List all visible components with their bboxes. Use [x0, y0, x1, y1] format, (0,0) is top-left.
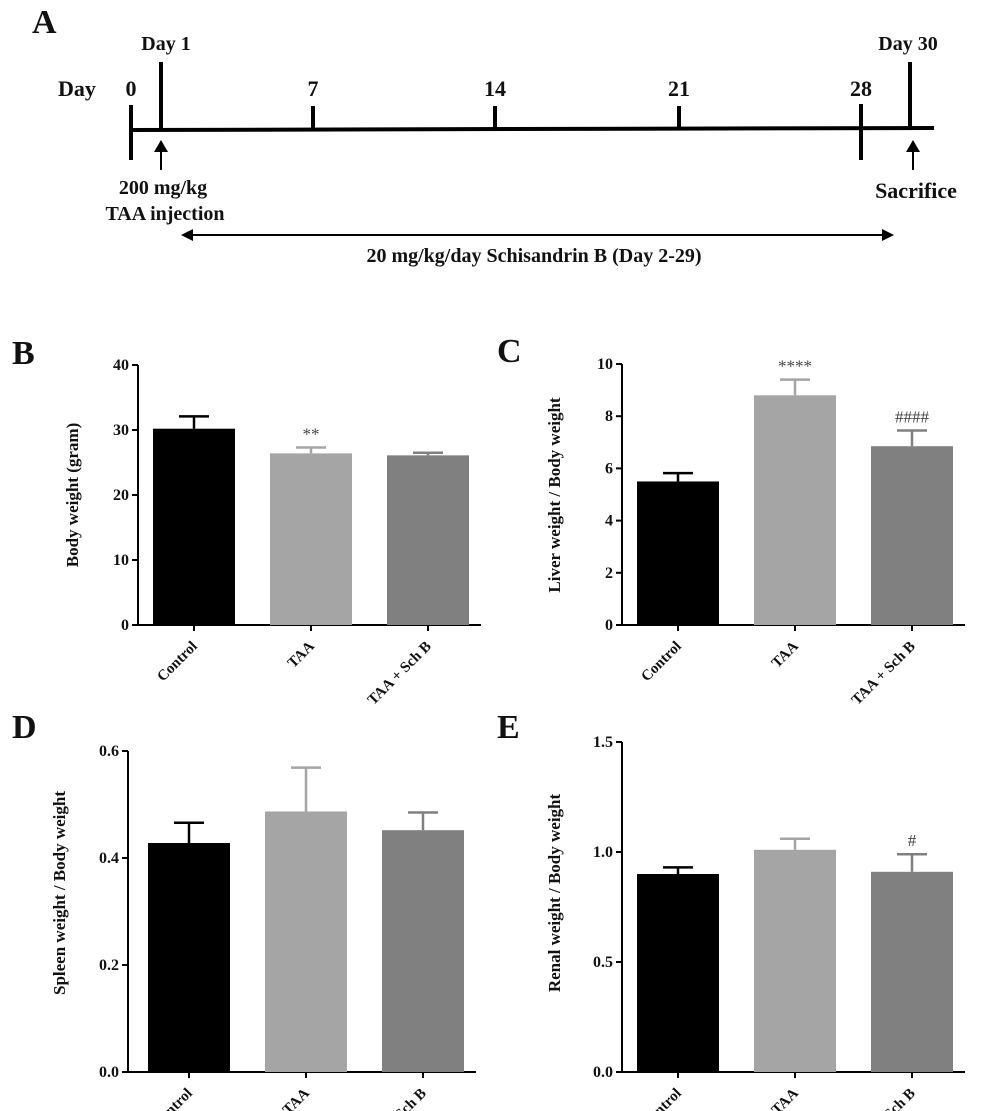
day-label: Day	[58, 76, 96, 101]
x-category-label: TAA	[769, 1085, 802, 1111]
x-category-label: TAA	[280, 1085, 313, 1111]
day-1-label: Day 1	[141, 33, 190, 55]
sacrifice-label: Sacrifice	[875, 178, 957, 203]
timeline-axis	[129, 126, 935, 132]
treatment-arrowhead-left	[181, 229, 193, 241]
x-category-label: TAA + Sch B	[849, 639, 919, 709]
x-category-label: TAA + Sch B	[365, 639, 435, 709]
panel-letter-b: B	[12, 335, 35, 372]
y-tick-label: 20	[113, 487, 129, 504]
day-tick-label: 7	[308, 76, 319, 101]
y-tick-label: 0.2	[99, 957, 119, 974]
significance-marker: **	[303, 425, 320, 444]
chart-panel-d: D 0.0 0.2 0.4 0.6 Spleen weight / Body weight…	[12, 709, 476, 1111]
y-tick-label: 0.5	[593, 954, 613, 971]
injection-label: TAA injection	[105, 203, 224, 225]
treatment-arrowhead-right	[882, 229, 894, 241]
timeline-panel: A Day 0 7 14 21 28 Day 1 Day 30 200 mg/kg TAA inje…	[32, 4, 957, 267]
panel-letter-e: E	[497, 709, 520, 746]
injection-dose-label: 200 mg/kg	[119, 177, 207, 199]
significance-marker: #	[908, 831, 917, 850]
y-tick-label: 6	[605, 460, 613, 477]
y-tick-label: 0.0	[99, 1064, 119, 1081]
panel-letter-a: A	[32, 4, 57, 41]
chart-panel-c: C 0 2 4 6 8 10 Liver weight / Body weight Contro…	[497, 333, 965, 708]
y-tick-label: 4	[605, 513, 613, 530]
y-tick-label: 1.5	[593, 734, 613, 751]
x-category-label: TAA + Sch B	[360, 1086, 430, 1111]
x-category-label: Control	[638, 639, 684, 685]
x-category-label: Control	[149, 1086, 195, 1111]
y-tick-label: 0.4	[99, 850, 119, 867]
y-axis-label: Renal weight / Body weight	[545, 793, 564, 992]
y-tick-label: 10	[113, 552, 129, 569]
y-tick-label: 0.6	[99, 743, 119, 760]
y-tick-label: 0	[121, 617, 129, 634]
bar-taa	[265, 811, 347, 1072]
bar-control	[148, 843, 230, 1072]
day-tick-label: 14	[484, 76, 506, 101]
significance-marker: ****	[778, 357, 812, 376]
bar-taa-sch-b	[382, 830, 464, 1072]
y-axis-label: Body weight (gram)	[63, 423, 82, 567]
day-tick-label: 0	[126, 76, 137, 101]
bar-taa	[754, 395, 836, 625]
y-tick-label: 0	[605, 617, 613, 634]
x-category-label: Control	[154, 639, 200, 685]
bar-control	[637, 481, 719, 625]
bar-control	[637, 874, 719, 1072]
y-tick-label: 2	[605, 565, 613, 582]
y-axis-label: Liver weight / Body weight	[545, 397, 564, 593]
significance-marker: ####	[895, 408, 930, 427]
x-category-label: TAA + Sch B	[849, 1086, 919, 1111]
sacrifice-arrowhead	[906, 140, 920, 152]
y-tick-label: 30	[113, 422, 129, 439]
chart-panel-e: E 0.0 0.5 1.0 1.5 Renal weight / Body weight C…	[497, 709, 965, 1111]
day-30-label: Day 30	[878, 33, 937, 55]
injection-arrowhead	[154, 140, 168, 152]
panel-letter-c: C	[497, 333, 522, 370]
x-category-label: TAA	[769, 638, 802, 671]
panel-letter-d: D	[12, 709, 37, 746]
y-tick-label: 40	[113, 357, 129, 374]
bar-taa	[270, 453, 352, 625]
treatment-label: 20 mg/kg/day Schisandrin B (Day 2-29)	[366, 245, 701, 267]
bar-taa-sch-b	[387, 455, 469, 625]
bar-taa-sch-b	[871, 446, 953, 625]
day-tick-label: 21	[668, 76, 690, 101]
y-tick-label: 8	[605, 408, 613, 425]
x-category-label: Control	[638, 1086, 684, 1111]
bar-taa-sch-b	[871, 871, 953, 1072]
bar-taa	[754, 849, 836, 1072]
chart-panel-b: B 0 10 20 30 40 Body weight (gram) Control ** TAA…	[12, 335, 481, 708]
y-tick-label: 0.0	[593, 1064, 613, 1081]
y-tick-label: 10	[597, 356, 613, 373]
x-category-label: TAA	[285, 638, 318, 671]
day-tick-label: 28	[850, 76, 872, 101]
bar-control	[153, 428, 235, 625]
y-tick-label: 1.0	[593, 844, 613, 861]
y-axis-label: Spleen weight / Body weight	[50, 791, 69, 995]
